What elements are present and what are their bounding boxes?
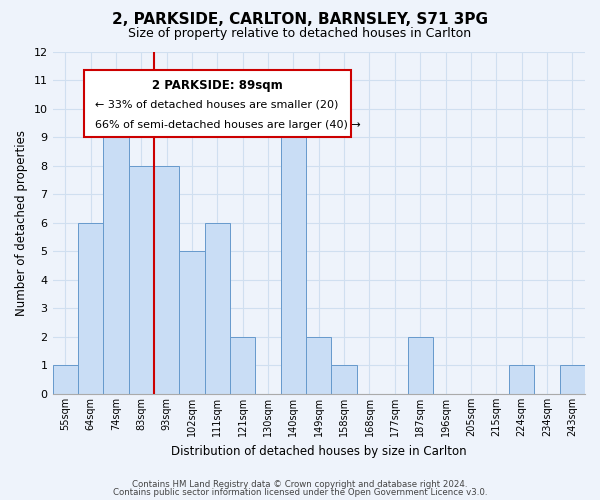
Bar [128, 166, 154, 394]
Bar [509, 366, 534, 394]
Bar [560, 366, 585, 394]
Text: Size of property relative to detached houses in Carlton: Size of property relative to detached ho… [128, 26, 472, 40]
Text: Contains HM Land Registry data © Crown copyright and database right 2024.: Contains HM Land Registry data © Crown c… [132, 480, 468, 489]
Text: 66% of semi-detached houses are larger (40) →: 66% of semi-detached houses are larger (… [95, 120, 361, 130]
Bar [331, 366, 357, 394]
Text: ← 33% of detached houses are smaller (20): ← 33% of detached houses are smaller (20… [95, 100, 338, 110]
Bar [154, 166, 179, 394]
Text: 2, PARKSIDE, CARLTON, BARNSLEY, S71 3PG: 2, PARKSIDE, CARLTON, BARNSLEY, S71 3PG [112, 12, 488, 28]
Text: 2 PARKSIDE: 89sqm: 2 PARKSIDE: 89sqm [152, 79, 283, 92]
Bar [281, 108, 306, 394]
Text: Contains public sector information licensed under the Open Government Licence v3: Contains public sector information licen… [113, 488, 487, 497]
Bar [407, 337, 433, 394]
Y-axis label: Number of detached properties: Number of detached properties [15, 130, 28, 316]
Bar [205, 223, 230, 394]
X-axis label: Distribution of detached houses by size in Carlton: Distribution of detached houses by size … [171, 444, 467, 458]
Bar [306, 337, 331, 394]
Bar [53, 366, 78, 394]
Bar [78, 223, 103, 394]
Bar [103, 108, 128, 394]
FancyBboxPatch shape [85, 70, 351, 137]
Bar [179, 252, 205, 394]
Bar [230, 337, 256, 394]
